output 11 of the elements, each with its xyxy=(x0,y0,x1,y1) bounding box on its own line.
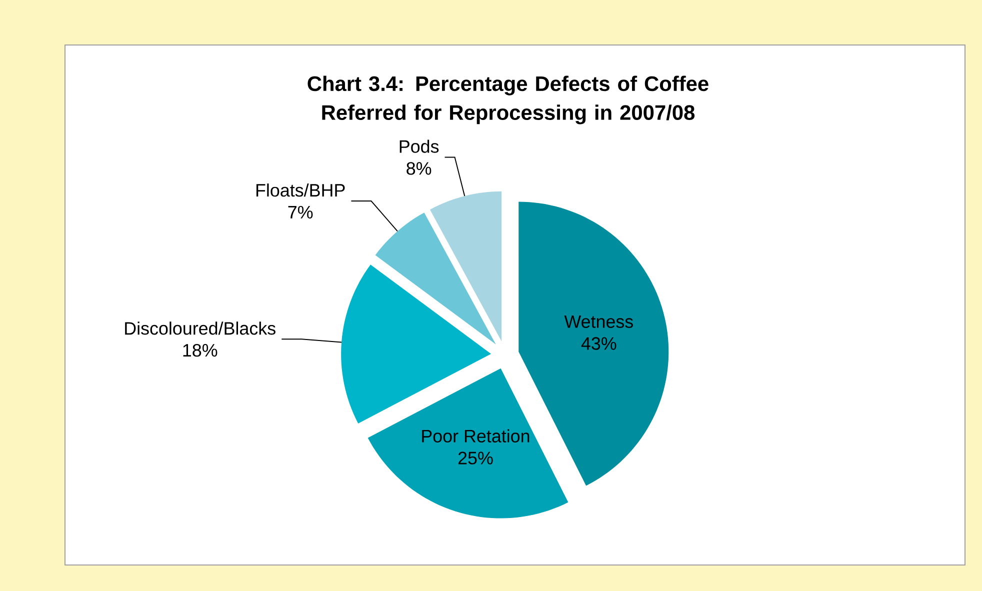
slice-label: Pods xyxy=(400,140,439,153)
data-label: 7% xyxy=(288,206,313,219)
data-label: 25% xyxy=(458,452,493,464)
slice-label: Poor Retation xyxy=(422,429,530,442)
slice-label: Floats/BHP xyxy=(256,183,345,197)
slice-label: Discoloured/Blacks xyxy=(125,322,276,335)
slice-label: Wetness xyxy=(564,315,633,328)
data-label: 18% xyxy=(183,344,218,357)
data-label: 43% xyxy=(581,337,616,350)
chart-title: Chart 3.4: Percentage Defects of Coffee Referred for Reprocessing in 2007/08 xyxy=(308,76,708,124)
data-label: 8% xyxy=(406,162,432,175)
